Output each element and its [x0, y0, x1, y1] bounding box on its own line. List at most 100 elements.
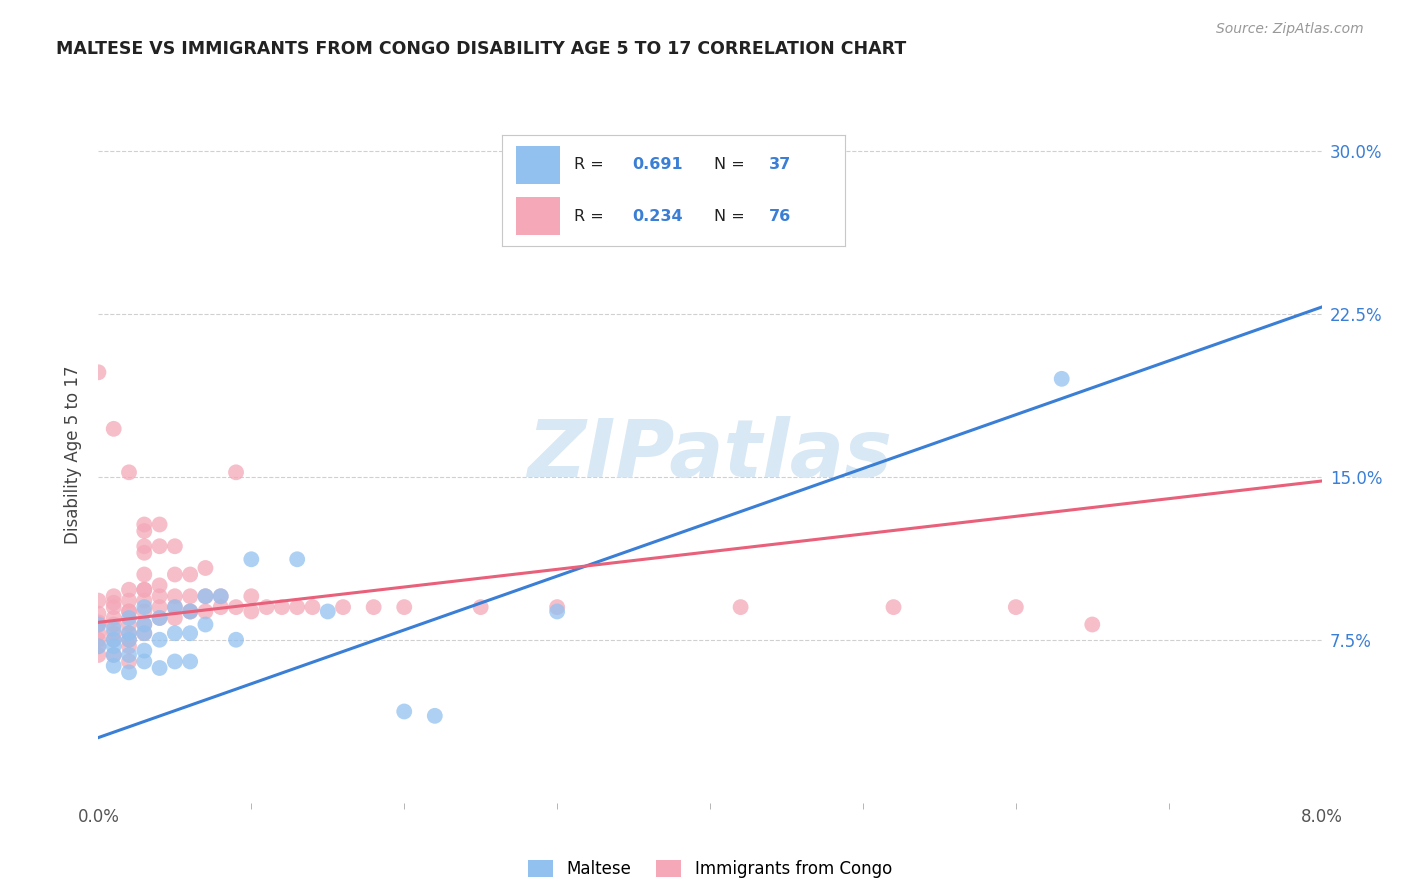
Point — [163, 600, 186, 615]
Point — [316, 605, 339, 619]
Point — [730, 600, 752, 615]
Point — [134, 626, 156, 640]
Point — [134, 546, 156, 560]
Point — [118, 626, 141, 640]
Point — [194, 617, 217, 632]
Point — [209, 589, 232, 603]
Point — [87, 639, 110, 653]
Point — [118, 632, 141, 647]
Text: 76: 76 — [769, 209, 792, 224]
Point — [87, 632, 110, 647]
Point — [87, 639, 110, 653]
Point — [149, 611, 172, 625]
Point — [103, 639, 125, 653]
Point — [240, 552, 263, 566]
Point — [209, 600, 232, 615]
Point — [285, 552, 308, 566]
Point — [134, 600, 156, 615]
Point — [546, 600, 568, 615]
Point — [163, 655, 186, 669]
Point — [392, 705, 416, 719]
Point — [103, 611, 125, 625]
Point — [240, 605, 263, 619]
Point — [225, 632, 247, 647]
Text: 0.691: 0.691 — [633, 157, 683, 172]
Point — [179, 589, 201, 603]
Point — [149, 539, 172, 553]
Legend: Maltese, Immigrants from Congo: Maltese, Immigrants from Congo — [522, 854, 898, 885]
Point — [134, 605, 156, 619]
Point — [149, 578, 172, 592]
Text: ZIPatlas: ZIPatlas — [527, 416, 893, 494]
Point — [134, 617, 156, 632]
Point — [103, 632, 125, 647]
Point — [134, 539, 156, 553]
Point — [103, 596, 125, 610]
Point — [256, 600, 278, 615]
Text: Source: ZipAtlas.com: Source: ZipAtlas.com — [1216, 22, 1364, 37]
Point — [194, 561, 217, 575]
Point — [103, 589, 125, 603]
Point — [118, 617, 141, 632]
Point — [118, 665, 141, 680]
Point — [118, 605, 141, 619]
Point — [87, 648, 110, 662]
Point — [87, 607, 110, 621]
Point — [179, 626, 201, 640]
Point — [1081, 617, 1104, 632]
Point — [179, 605, 201, 619]
Point — [118, 632, 141, 647]
Point — [103, 632, 125, 647]
Point — [883, 600, 905, 615]
Text: 37: 37 — [769, 157, 792, 172]
Point — [103, 648, 125, 662]
Point — [118, 655, 141, 669]
Point — [149, 661, 172, 675]
Text: N =: N = — [714, 157, 751, 172]
Text: R =: R = — [574, 209, 609, 224]
Point — [392, 600, 416, 615]
Point — [134, 517, 156, 532]
Point — [179, 605, 201, 619]
Point — [179, 605, 201, 619]
Point — [118, 611, 141, 625]
Point — [103, 600, 125, 615]
Point — [225, 466, 247, 480]
Point — [270, 600, 294, 615]
Point — [134, 582, 156, 597]
Point — [301, 600, 323, 615]
Point — [194, 605, 217, 619]
Point — [149, 611, 172, 625]
Text: 0.234: 0.234 — [633, 209, 683, 224]
Point — [118, 626, 141, 640]
Point — [163, 626, 186, 640]
Point — [149, 632, 172, 647]
Point — [118, 466, 141, 480]
Point — [209, 589, 232, 603]
Point — [163, 589, 186, 603]
Point — [149, 600, 172, 615]
Point — [103, 422, 125, 436]
Point — [194, 589, 217, 603]
Point — [423, 708, 446, 723]
Text: MALTESE VS IMMIGRANTS FROM CONGO DISABILITY AGE 5 TO 17 CORRELATION CHART: MALTESE VS IMMIGRANTS FROM CONGO DISABIL… — [56, 40, 907, 58]
Point — [332, 600, 354, 615]
Point — [134, 582, 156, 597]
Point — [179, 567, 201, 582]
Point — [134, 567, 156, 582]
Point — [87, 617, 110, 632]
Point — [163, 600, 186, 615]
Point — [470, 600, 492, 615]
Point — [546, 605, 568, 619]
Point — [87, 593, 110, 607]
Point — [179, 655, 201, 669]
Point — [134, 655, 156, 669]
Point — [103, 617, 125, 632]
Point — [118, 639, 141, 653]
Point — [134, 617, 156, 632]
Point — [1050, 372, 1073, 386]
Point — [240, 589, 263, 603]
Point — [134, 524, 156, 538]
Point — [118, 648, 141, 662]
Point — [1004, 600, 1026, 615]
